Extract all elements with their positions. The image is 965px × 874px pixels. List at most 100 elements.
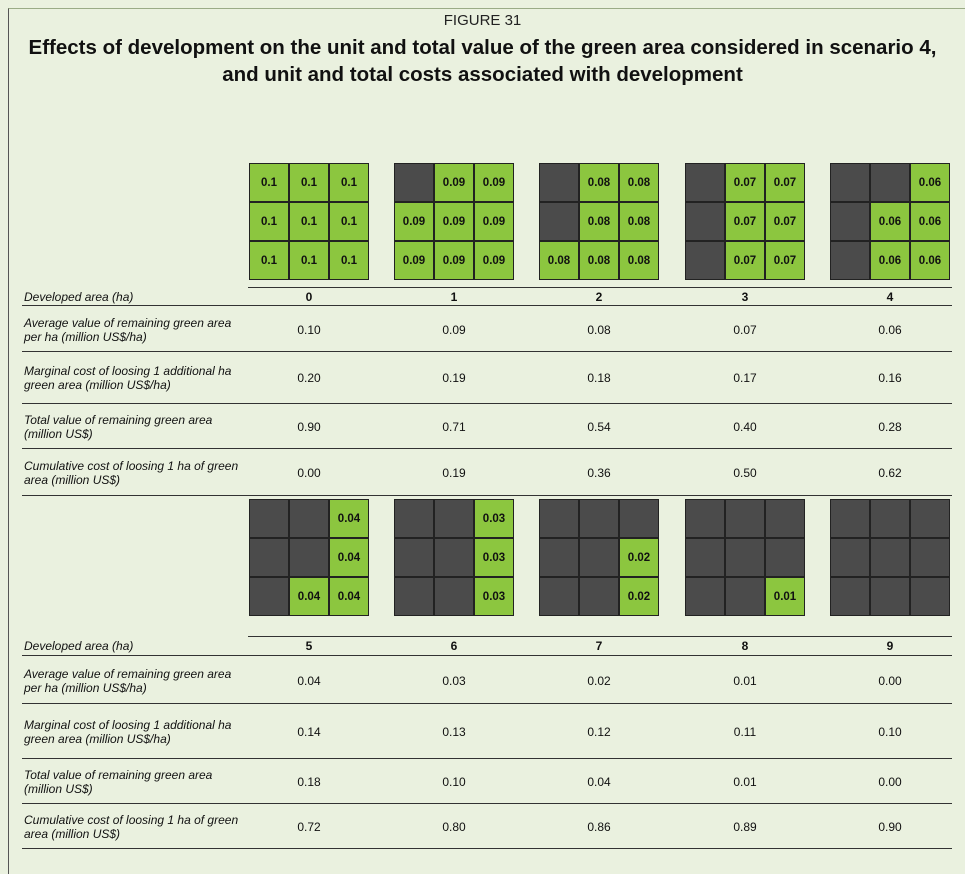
row-line [22,495,952,496]
cell-value: 9 [886,639,894,653]
grid-cell [870,538,910,577]
grid-cell [289,538,329,577]
grid-cell: 0.1 [249,202,289,241]
grid-cell [249,577,289,616]
cell-value: 0.13 [442,724,466,739]
grid-cell [579,499,619,538]
grid-cell: 0.09 [474,163,514,202]
row-label: Developed area (ha) [24,639,134,653]
grid-cell: 0.02 [619,577,659,616]
cell-value: 0.04 [297,673,321,688]
row-line [22,703,952,704]
cell-value: 0.00 [297,465,321,480]
grid-cell [249,538,289,577]
grid-cell [765,538,805,577]
grid-cell [685,538,725,577]
cell-value: 0.71 [442,419,466,434]
cell-value: 0.10 [297,322,321,337]
grid-cell [249,499,289,538]
grid-cell [539,202,579,241]
grid-cell [765,499,805,538]
grid-cell [685,499,725,538]
row-label: Developed area (ha) [24,289,134,304]
row-label: Total value of remaining green area (mil… [24,767,213,796]
grid-cell: 0.01 [765,577,805,616]
grid-cell [539,499,579,538]
cell-value: 0.00 [878,673,902,688]
cell-value: 0.07 [733,322,757,337]
cell-value: 0.28 [878,419,902,434]
cell-value: 0.62 [878,465,902,480]
row-label: Marginal cost of loosing 1 additional ha… [24,717,232,746]
cell-value: 0.10 [442,774,466,789]
cell-value: 5 [305,639,313,653]
grid-cell: 0.07 [765,241,805,280]
cell-value: 0.19 [442,465,466,480]
cell-value: 0.14 [297,724,321,739]
cell-value: 0.02 [587,673,611,688]
grid-cell [394,538,434,577]
grid-cell [830,163,870,202]
grid-cell [685,202,725,241]
cell-value: 0.72 [297,819,321,834]
grid-cell: 0.02 [619,538,659,577]
grid-cell: 0.06 [910,163,950,202]
grid-cell: 0.08 [619,202,659,241]
row-label: Total value of remaining green area (mil… [24,412,213,441]
grid-cell: 0.07 [725,241,765,280]
grid-cell: 0.06 [910,241,950,280]
grid-cell: 0.1 [329,163,369,202]
grid-cell: 0.1 [289,163,329,202]
cell-value: 0.90 [297,419,321,434]
grid-cell [685,163,725,202]
grid-cell [394,499,434,538]
row-line [22,403,952,404]
cell-value: 1 [450,289,458,304]
row-line [22,351,952,352]
grid-cell [830,241,870,280]
row-line [248,287,952,288]
cell-value: 0.80 [442,819,466,834]
row-line [22,848,952,849]
cell-value: 0.40 [733,419,757,434]
grid-cell [394,163,434,202]
cell-value: 0.12 [587,724,611,739]
grid-cell: 0.1 [289,241,329,280]
cell-value: 0.11 [733,724,757,739]
grid-cell [870,163,910,202]
grid-cell: 0.07 [725,202,765,241]
row-line [22,448,952,449]
grid-cell [434,577,474,616]
grid-cell: 0.04 [289,577,329,616]
grid-cell: 0.09 [434,202,474,241]
cell-value: 0.08 [587,322,611,337]
row-label: Average value of remaining green area pe… [24,315,232,344]
grid-cell: 0.1 [329,241,369,280]
cell-value: 0.54 [587,419,611,434]
grid-cell [870,577,910,616]
cell-value: 0.09 [442,322,466,337]
cell-value: 0.10 [878,724,902,739]
grid-cell: 0.08 [619,241,659,280]
grid-cell [579,538,619,577]
cell-value: 0.04 [587,774,611,789]
grid-cell [725,499,765,538]
row-label: Cumulative cost of loosing 1 ha of green… [24,458,239,487]
cell-value: 0.86 [587,819,611,834]
row-label: Marginal cost of loosing 1 additional ha… [24,364,232,392]
cell-value: 0.50 [733,465,757,480]
grid-cell: 0.08 [619,163,659,202]
row-line [22,803,952,804]
grid-cell: 0.09 [394,202,434,241]
row-label: Cumulative cost of loosing 1 ha of green… [24,812,239,841]
cell-value: 3 [741,289,749,304]
grid-cell: 0.03 [474,538,514,577]
grid-cell: 0.03 [474,577,514,616]
grid-cell [394,577,434,616]
grid-cell: 0.09 [474,241,514,280]
cell-value: 0.01 [733,673,757,688]
grid-cell: 0.08 [579,163,619,202]
grid-cell: 0.08 [539,241,579,280]
grid-cell: 0.06 [870,241,910,280]
